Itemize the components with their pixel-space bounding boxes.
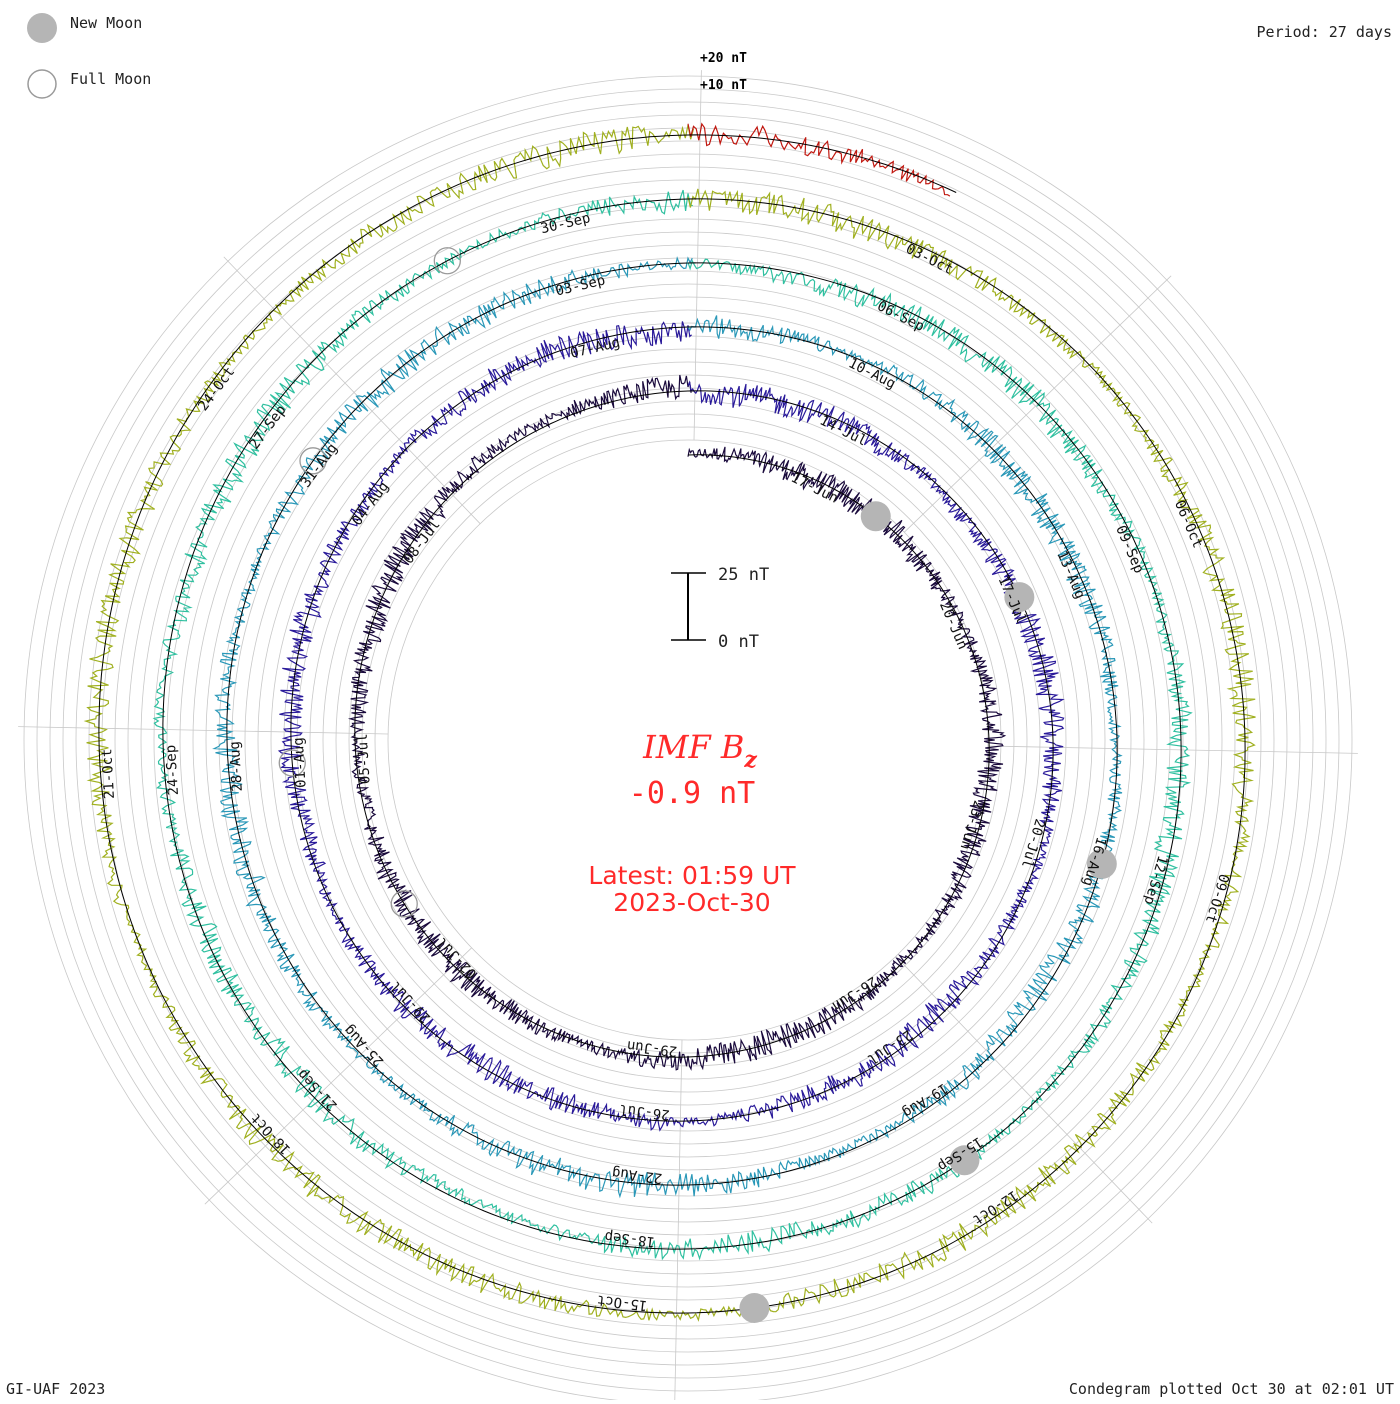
grid-circle (62, 114, 1314, 1366)
grid-circle (244, 296, 1132, 1184)
date-label: 09-Oct (1202, 872, 1232, 925)
series-layer (83, 122, 1256, 1322)
new-moon-legend-icon (27, 13, 57, 43)
grid-spoke (987, 745, 1358, 754)
new-moon-marker (1086, 848, 1117, 879)
new-moon-marker (949, 1145, 980, 1176)
date-label: 12-Sep (1140, 853, 1170, 906)
grid-circle (218, 270, 1158, 1210)
baseline-cycle-3 (226, 262, 1118, 1186)
plotted-label: Condegram plotted Oct 30 at 02:01 UT (1069, 1380, 1394, 1398)
scale-bar-bottom-label: 0 nT (718, 632, 759, 652)
grid-circle (335, 387, 1041, 1093)
baseline-cycle-2 (290, 326, 1054, 1122)
full-moon-marker (278, 749, 306, 777)
full-moon-marker (390, 890, 418, 918)
chart-title-main: IMF B (642, 728, 744, 766)
date-label: 04-Aug (349, 479, 392, 529)
new-moon-marker (1004, 582, 1035, 613)
grid-circle (23, 75, 1353, 1404)
baseline-cycle-6 (687, 134, 957, 193)
series-line-cycle-2 (277, 321, 1065, 1132)
moon-layer (278, 247, 1117, 1323)
chart-title: IMF Bz (642, 728, 757, 773)
full-moon-legend-label: Full Moon (70, 70, 151, 88)
grid-circle (231, 283, 1145, 1197)
grid-circle (361, 413, 1015, 1067)
grid-circle (88, 140, 1288, 1340)
date-label: 21-Oct (99, 748, 118, 799)
grid-spoke (18, 726, 389, 735)
full-moon-marker (433, 247, 461, 275)
grid-circle (270, 322, 1106, 1158)
grid-circle (166, 218, 1210, 1262)
date-label: 15-Oct (596, 1291, 648, 1313)
date-label: 24-Oct (195, 364, 238, 414)
grid-spoke (693, 70, 702, 441)
outer-scale-label-10: +10 nT (700, 78, 747, 93)
date-label: 24-Sep (163, 744, 182, 795)
grid-circle (179, 231, 1197, 1249)
date-label: 29-Jul (388, 978, 434, 1026)
new-moon-legend-label: New Moon (70, 14, 142, 32)
grid-circle (257, 309, 1119, 1171)
current-value: -0.9 nT (629, 776, 755, 811)
period-label: Period: 27 days (1257, 23, 1392, 41)
new-moon-marker (739, 1292, 770, 1323)
outer-scale-label-20: +20 nT (700, 51, 747, 66)
grid-circle (127, 179, 1249, 1301)
grid-circle (36, 88, 1340, 1392)
date-label: 26-Jul (618, 1101, 670, 1123)
date-label: 06-Sep (874, 298, 926, 335)
date-label: 22-Aug (611, 1164, 663, 1186)
date-label: 28-Aug (227, 741, 246, 792)
grid-circle (348, 400, 1028, 1080)
chart-title-subscript: z (743, 747, 757, 773)
grid-circle (296, 348, 1080, 1132)
full-moon-marker (299, 447, 327, 475)
date-label: 13-Aug (1053, 549, 1088, 602)
baseline-cycle-4 (162, 198, 1182, 1250)
series-line-cycle-3 (212, 256, 1123, 1199)
full-moon-legend-icon (27, 69, 57, 99)
grid-spoke (674, 1039, 683, 1404)
date-label: 03-Oct (903, 241, 955, 278)
baseline-cycle-5 (98, 134, 1246, 1314)
date-label: 29-Jun (626, 1037, 678, 1059)
baseline-cycle-1 (354, 390, 990, 1058)
grid-circle (49, 101, 1327, 1379)
new-moon-marker (860, 501, 891, 532)
grid-spoke (204, 947, 472, 1205)
series-line-cycle-4 (152, 189, 1193, 1261)
grid-circle (140, 192, 1236, 1288)
grid-spoke (223, 256, 481, 524)
date-label: 03-Sep (554, 272, 607, 299)
date-label: 05-Jul (355, 733, 374, 784)
date-label: 07-Aug (569, 335, 622, 362)
latest-date: 2023-Oct-30 (613, 888, 770, 917)
latest-time: Latest: 01:59 UT (588, 861, 796, 890)
grid-circle (387, 439, 989, 1041)
grid-circle (153, 205, 1223, 1275)
grid-circle (192, 244, 1184, 1236)
scale-bar-top-label: 25 nT (718, 565, 769, 585)
grid-circle (309, 361, 1067, 1119)
date-label: 18-Sep (604, 1228, 656, 1250)
series-line-cycle-1 (347, 374, 1007, 1071)
grid-circle (283, 335, 1093, 1145)
credit-label: GI-UAF 2023 (6, 1380, 105, 1398)
series-line-cycle-6 (687, 122, 951, 197)
grid-layer (18, 70, 1358, 1404)
series-line-cycle-5 (83, 124, 1256, 1322)
grid-circle (374, 426, 1002, 1054)
date-label: 01-Aug (291, 737, 310, 788)
